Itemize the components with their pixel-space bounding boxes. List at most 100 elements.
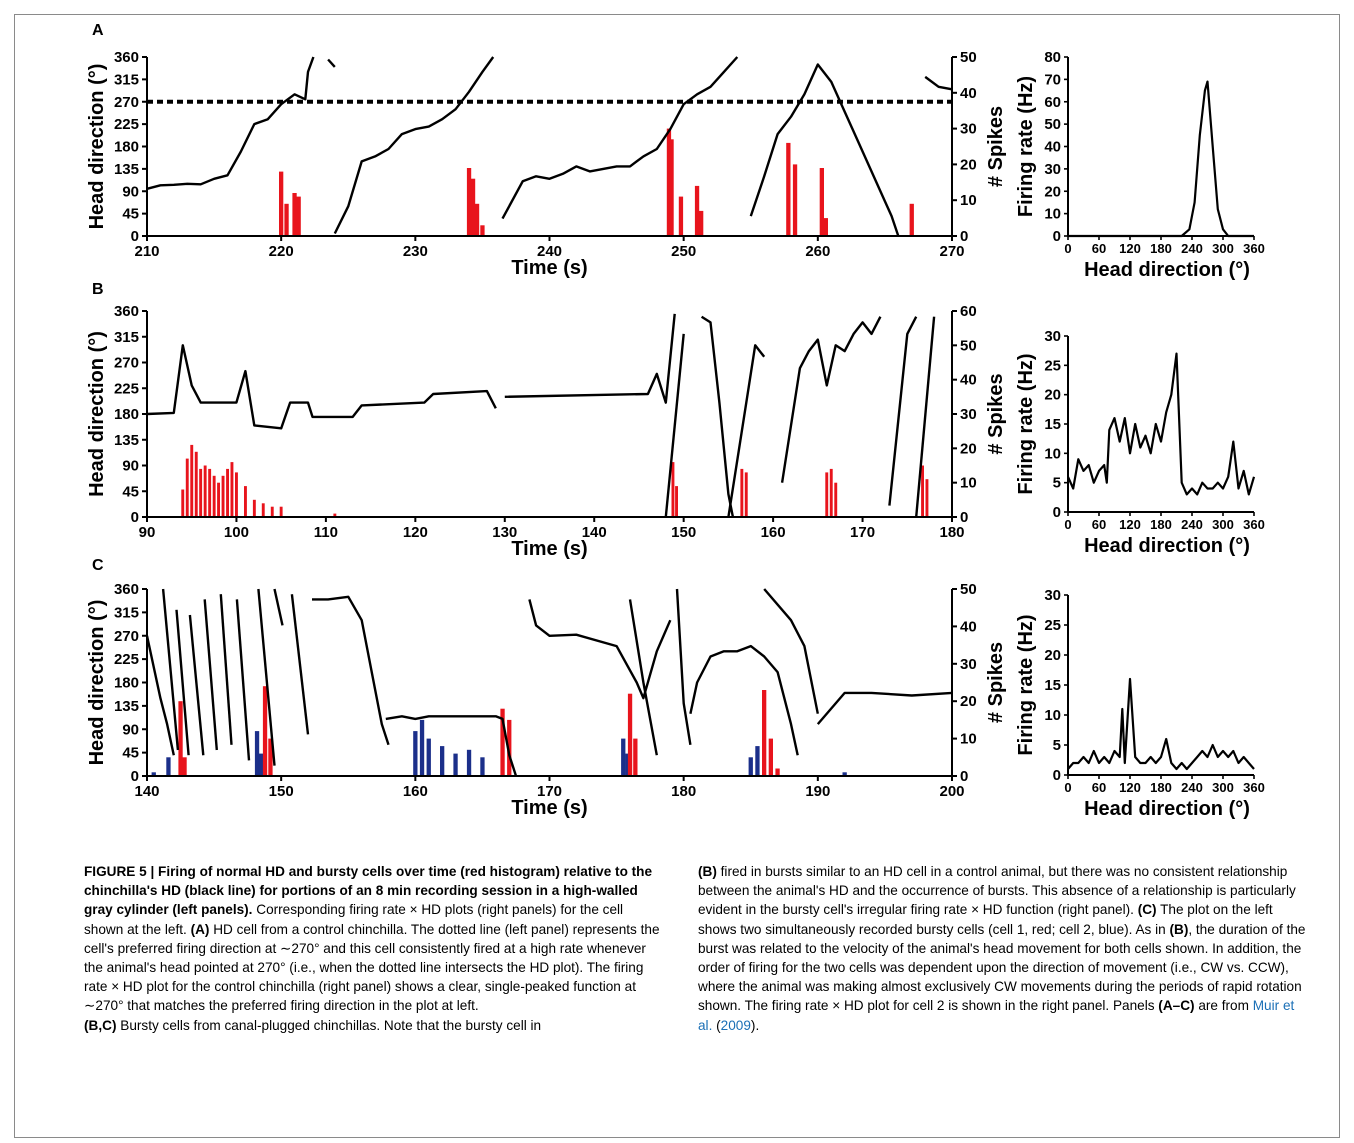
hd-trace	[689, 644, 799, 756]
spike-bar	[182, 757, 187, 776]
spike-bar	[292, 193, 297, 236]
rate-x-tick-label: 360	[1243, 780, 1265, 795]
rate-x-tick-label: 180	[1150, 517, 1172, 532]
x-tick-label: 90	[139, 524, 156, 541]
caption-text: are from	[1198, 998, 1249, 1014]
rate-y-tick-label: 15	[1044, 416, 1061, 433]
x-tick-label: 230	[403, 243, 428, 260]
rate-plot-b: 0 60 120 180 240 300 360 0 5 10 15 20 25 30 Head direc…	[1015, 328, 1265, 557]
spike-bar	[762, 690, 767, 776]
spike-bar	[279, 506, 283, 517]
x-tick-label: 150	[671, 524, 696, 541]
reference-link[interactable]: Muir et al.	[698, 998, 1295, 1033]
spike-bar	[748, 757, 753, 776]
y-tick-label: 45	[122, 206, 139, 223]
hd-trace	[727, 344, 766, 518]
caption-left-column: FIGURE 5 | Firing of normal HD and burst…	[84, 862, 662, 1035]
caption-text: HD cell from a control chinchilla. The d…	[84, 921, 660, 1014]
spike-bar	[166, 757, 171, 776]
spike-bar	[178, 701, 183, 776]
x-axis-label: Time (s)	[511, 538, 587, 560]
spike-bar	[440, 746, 445, 776]
spike-bar	[744, 472, 748, 517]
rate-x-axis-label: Head direction (°)	[1084, 259, 1250, 281]
spike-bar	[480, 757, 485, 776]
spike-bar	[235, 472, 238, 517]
spike-bar	[244, 486, 247, 517]
caption-title: FIGURE 5 | Firing of normal HD and burst…	[84, 864, 653, 918]
spike-bar	[474, 203, 480, 236]
hd-trace	[924, 75, 953, 91]
hd-trace	[145, 635, 175, 756]
y-tick-label: 135	[114, 432, 139, 449]
y-tick-label: 315	[114, 604, 139, 621]
rate-x-tick-label: 240	[1181, 780, 1203, 795]
spike-bar	[296, 196, 301, 236]
y-tick-label: 0	[131, 768, 139, 785]
spike-bar	[230, 462, 234, 517]
hd-trace	[219, 594, 233, 745]
y2-axis-label: # Spikes	[985, 373, 1007, 454]
hd-trace	[501, 56, 739, 220]
rate-x-tick-label: 240	[1181, 517, 1203, 532]
rate-curve	[1066, 352, 1256, 496]
spike-bar	[671, 462, 675, 517]
rate-y-tick-label: 10	[1044, 707, 1061, 724]
reference-year-link[interactable]: 2009	[720, 1017, 751, 1033]
figure-frame	[14, 14, 1340, 1138]
y-axis-label: Head direction (°)	[86, 331, 108, 497]
spike-bar	[825, 472, 829, 517]
spike-bar	[500, 708, 505, 776]
y-tick-label: 225	[114, 380, 139, 397]
spike-bar	[199, 468, 203, 517]
rate-y-tick-label: 25	[1044, 617, 1061, 634]
y-tick-label: 135	[114, 698, 139, 715]
hd-trace	[664, 333, 685, 518]
hd-trace	[188, 614, 205, 756]
y-tick-label: 90	[122, 183, 139, 200]
spike-bar	[151, 772, 156, 776]
rate-y-tick-label: 30	[1044, 161, 1061, 178]
hd-trace	[504, 313, 676, 404]
hd-trace	[290, 594, 310, 735]
spike-bar	[786, 142, 791, 236]
hd-trace	[146, 344, 497, 430]
spike-bar	[453, 753, 458, 776]
spike-bar	[666, 128, 672, 236]
hd-trace	[780, 316, 882, 483]
y-tick-label: 225	[114, 651, 139, 668]
hd-trace	[146, 56, 315, 190]
rate-x-tick-label: 120	[1119, 241, 1141, 256]
spike-bar	[413, 731, 418, 776]
rate-y-tick-label: 0	[1053, 767, 1061, 784]
caption-panel-ref: (B)	[698, 864, 717, 879]
x-tick-label: 140	[582, 524, 607, 541]
rate-x-axis-label: Head direction (°)	[1084, 535, 1250, 557]
y2-tick-label: 0	[960, 228, 968, 245]
spike-bar	[834, 482, 838, 517]
spike-histogram-cell2	[151, 719, 847, 776]
x-tick-label: 180	[671, 783, 696, 800]
rate-x-tick-label: 360	[1243, 241, 1265, 256]
x-tick-label: 210	[134, 243, 159, 260]
caption-panel-ref: (B,C)	[84, 1017, 117, 1033]
y2-tick-label: 50	[960, 581, 977, 598]
x-tick-label: 140	[134, 783, 159, 800]
hd-trace	[675, 588, 692, 745]
y2-tick-label: 40	[960, 618, 977, 635]
hd-trace	[273, 588, 284, 626]
rate-y-tick-label: 15	[1044, 677, 1061, 694]
spike-bar	[268, 738, 273, 776]
rate-curve	[1068, 80, 1254, 238]
x-tick-label: 100	[224, 524, 249, 541]
caption-panel-ref: (C)	[1137, 902, 1157, 918]
spike-bar	[669, 139, 674, 236]
x-tick-label: 240	[537, 243, 562, 260]
y-tick-label: 360	[114, 303, 139, 320]
y2-tick-label: 0	[960, 509, 968, 526]
spike-bar	[627, 693, 633, 776]
y2-tick-label: 40	[960, 372, 977, 389]
caption-text: (	[716, 1017, 721, 1033]
rate-x-tick-label: 360	[1243, 517, 1265, 532]
